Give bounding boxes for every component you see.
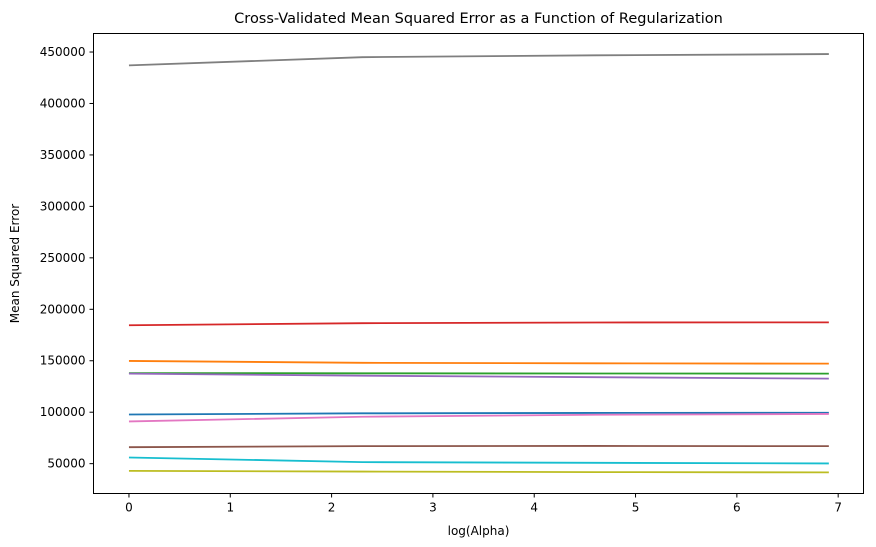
y-tick-label: 50000 bbox=[47, 457, 85, 471]
x-tick-label: 2 bbox=[328, 501, 336, 515]
x-axis: 0 1 2 3 4 5 6 7 bbox=[125, 493, 842, 515]
y-tick-label: 200000 bbox=[40, 302, 86, 316]
series-line-1 bbox=[128, 411, 829, 416]
y-tick-label: 450000 bbox=[40, 45, 86, 59]
series-line-2 bbox=[128, 360, 829, 365]
chart-title: Cross-Validated Mean Squared Error as a … bbox=[234, 11, 723, 27]
x-tick-label: 4 bbox=[530, 501, 538, 515]
plot-lines bbox=[128, 53, 829, 474]
series-line-3 bbox=[128, 372, 829, 375]
y-axis: 50000 100000 150000 200000 250000 300000 35000… bbox=[40, 45, 94, 471]
y-tick-label: 300000 bbox=[40, 199, 86, 213]
y-tick-label: 150000 bbox=[40, 354, 86, 368]
series-line-9 bbox=[128, 469, 829, 474]
series-line-5 bbox=[128, 372, 829, 380]
x-tick-label: 3 bbox=[429, 501, 437, 515]
x-tick-label: 1 bbox=[226, 501, 234, 515]
series-line-4 bbox=[128, 321, 829, 327]
x-tick-label: 7 bbox=[834, 501, 842, 515]
x-tick-label: 6 bbox=[733, 501, 741, 515]
series-line-6 bbox=[128, 445, 829, 449]
y-tick-label: 250000 bbox=[40, 251, 86, 265]
series-line-8 bbox=[128, 53, 829, 67]
x-axis-label: log(Alpha) bbox=[448, 524, 510, 538]
y-tick-label: 350000 bbox=[40, 148, 86, 162]
y-axis-label: Mean Squared Error bbox=[8, 204, 22, 324]
series-line-7 bbox=[128, 413, 829, 423]
x-tick-label: 5 bbox=[632, 501, 640, 515]
y-tick-label: 400000 bbox=[40, 96, 86, 110]
series-line-10 bbox=[128, 456, 829, 465]
plot-frame bbox=[93, 33, 864, 494]
x-tick-label: 0 bbox=[125, 501, 133, 515]
y-tick-label: 100000 bbox=[40, 405, 86, 419]
